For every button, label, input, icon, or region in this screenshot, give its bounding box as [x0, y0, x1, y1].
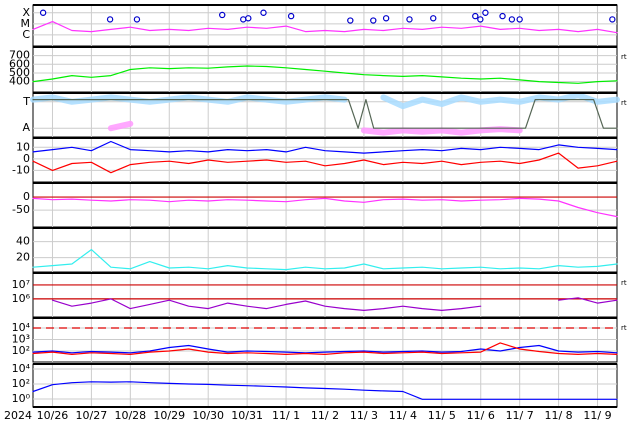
y-tick-label: 20 — [16, 251, 30, 264]
flare-marker — [406, 16, 413, 23]
x-tick-label: 10/26 — [37, 409, 69, 422]
y-tick-label: 10³ — [12, 332, 30, 345]
y-tick-label: 600 — [9, 57, 30, 70]
flare-marker — [382, 15, 390, 22]
year-label: 2024 — [4, 409, 32, 422]
flare-marker — [287, 12, 295, 20]
series-line — [32, 140, 618, 154]
series-line — [32, 381, 618, 400]
y-tick-label: A — [22, 121, 30, 134]
x-tick-label: 11/ 2 — [311, 409, 339, 422]
panel-note: rt — [621, 279, 627, 287]
y-tick-label: -50 — [12, 203, 30, 216]
y-tick-label: 40 — [16, 235, 30, 248]
flare-marker — [472, 12, 479, 20]
y-tick-label: 0 — [23, 152, 30, 165]
y-tick-label: 10⁶ — [12, 292, 31, 305]
flare-marker — [482, 9, 489, 16]
series-line — [32, 344, 618, 354]
y-tick-label: 10² — [12, 344, 30, 357]
panel-note: rt — [621, 53, 627, 61]
y-tick-label: 0 — [23, 190, 30, 203]
x-tick-label: 10/27 — [76, 409, 108, 422]
flare-marker — [499, 12, 506, 20]
y-tick-label: 500 — [9, 66, 30, 79]
flare-marker — [133, 16, 141, 23]
y-tick-label: C — [22, 28, 30, 41]
series-line — [51, 297, 618, 311]
flare-marker — [430, 15, 437, 22]
x-tick-label: 11/ 1 — [272, 409, 300, 422]
x-tick-label: 11/ 7 — [506, 409, 534, 422]
flare-marker — [516, 16, 523, 23]
x-tick-label: 11/ 6 — [467, 409, 495, 422]
flare-marker — [245, 15, 252, 22]
flare-marker — [219, 11, 226, 19]
panel-note: rt — [621, 324, 627, 332]
y-tick-label: 400 — [9, 75, 30, 88]
y-tick-label: M — [21, 17, 31, 30]
series-line — [30, 92, 620, 110]
x-tick-label: 11/ 9 — [583, 409, 611, 422]
flare-marker — [347, 17, 354, 24]
flare-marker — [106, 16, 114, 23]
y-tick-label: X — [22, 6, 30, 19]
x-tick-label: 11/ 5 — [428, 409, 456, 422]
series-line — [32, 152, 618, 174]
x-tick-label: 10/30 — [192, 409, 224, 422]
x-tick-label: 11/ 4 — [389, 409, 417, 422]
flare-marker — [609, 16, 616, 23]
series-line — [32, 21, 618, 34]
flare-marker — [508, 16, 516, 23]
x-tick-label: 10/29 — [153, 409, 185, 422]
series-line — [32, 197, 618, 218]
flare-marker — [477, 16, 484, 23]
x-tick-label: 11/ 8 — [544, 409, 572, 422]
series-line — [32, 249, 618, 271]
flare-marker — [370, 17, 377, 24]
x-tick-label: 11/ 3 — [350, 409, 378, 422]
y-tick-label: T — [22, 95, 30, 108]
y-tick-label: -10 — [12, 163, 30, 176]
x-tick-label: 10/31 — [231, 409, 263, 422]
y-tick-label: 10⁰ — [12, 392, 31, 405]
y-tick-label: 700 — [9, 49, 30, 62]
y-tick-label: 10² — [12, 377, 30, 390]
series-line — [32, 342, 618, 355]
flare-marker — [240, 16, 247, 23]
series-line — [32, 99, 618, 129]
x-tick-label: 10/28 — [114, 409, 146, 422]
flare-marker — [39, 9, 47, 16]
y-tick-label: 10⁴ — [12, 321, 31, 334]
panel-note: rt — [621, 99, 627, 107]
flare-marker — [260, 9, 267, 16]
series-line — [32, 65, 618, 84]
y-tick-label: 10⁴ — [12, 362, 31, 375]
y-tick-label: 10 — [16, 140, 30, 153]
y-tick-label: 10⁷ — [12, 278, 30, 291]
